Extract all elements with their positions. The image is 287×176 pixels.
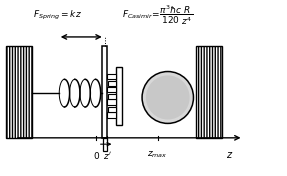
Bar xyxy=(107,112,116,118)
Bar xyxy=(196,46,222,138)
Circle shape xyxy=(142,71,193,123)
Circle shape xyxy=(146,76,190,120)
Bar xyxy=(102,46,107,138)
Text: $z'$: $z'$ xyxy=(102,150,111,161)
Text: $F_{Spring} = kz$: $F_{Spring} = kz$ xyxy=(33,9,82,22)
Text: $z_{max}$: $z_{max}$ xyxy=(148,150,168,160)
Text: $0$: $0$ xyxy=(93,150,100,161)
Text: $F_{Casimir}\!=\!\dfrac{\pi^3\hbar c}{120}\dfrac{R}{z^4}$: $F_{Casimir}\!=\!\dfrac{\pi^3\hbar c}{12… xyxy=(122,4,193,27)
Bar xyxy=(108,107,116,112)
Bar xyxy=(107,74,116,79)
Text: $z$: $z$ xyxy=(226,150,233,160)
Bar xyxy=(103,138,107,151)
Bar xyxy=(108,81,116,86)
Bar xyxy=(6,46,32,138)
Bar xyxy=(107,87,116,92)
Bar xyxy=(116,67,121,125)
Bar xyxy=(108,94,116,99)
Bar xyxy=(107,99,116,105)
